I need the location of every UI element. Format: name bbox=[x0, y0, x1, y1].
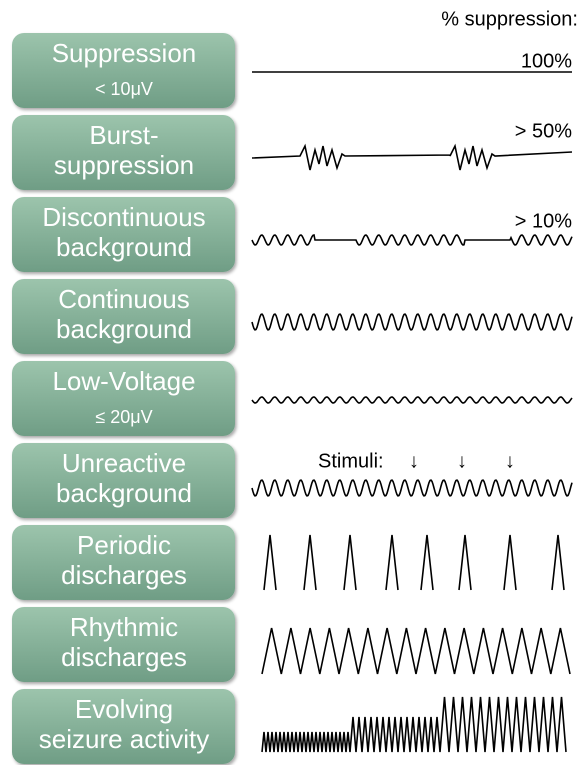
category-box bbox=[12, 607, 235, 682]
waveform bbox=[263, 534, 565, 591]
category-box bbox=[12, 361, 235, 436]
waveform bbox=[251, 479, 573, 497]
waveform bbox=[251, 396, 573, 404]
category-title: Discontinuous bbox=[42, 202, 205, 232]
category-box bbox=[12, 197, 235, 272]
waveform bbox=[251, 313, 573, 331]
category-box bbox=[12, 689, 235, 764]
category-subtitle: ≤ 20μV bbox=[95, 407, 152, 427]
header: % suppression: bbox=[441, 8, 578, 30]
category-subtitle: discharges bbox=[61, 560, 187, 590]
category-title: Continuous bbox=[58, 284, 190, 314]
stimulus-arrow: ↓ bbox=[409, 450, 419, 472]
category-title: Burst- bbox=[89, 120, 158, 150]
waveform bbox=[261, 696, 567, 753]
category-box bbox=[12, 33, 235, 108]
category-title: Rhythmic bbox=[70, 612, 178, 642]
waveform bbox=[261, 627, 571, 675]
suppression-note: > 10% bbox=[515, 210, 572, 232]
category-subtitle: suppression bbox=[54, 150, 194, 180]
category-subtitle: background bbox=[56, 232, 192, 262]
category-subtitle: background bbox=[56, 478, 192, 508]
category-box bbox=[12, 115, 235, 190]
category-subtitle: discharges bbox=[61, 642, 187, 672]
waveform bbox=[251, 233, 573, 246]
stimulus-arrow: ↓ bbox=[505, 450, 515, 472]
suppression-note: > 50% bbox=[515, 120, 572, 142]
category-subtitle: seizure activity bbox=[39, 724, 210, 754]
category-title: Unreactive bbox=[62, 448, 186, 478]
category-title: Suppression bbox=[52, 38, 197, 68]
suppression-note: 100% bbox=[521, 50, 572, 72]
category-box bbox=[12, 279, 235, 354]
stimulus-arrow: ↓ bbox=[457, 450, 467, 472]
stimuli-label: Stimuli: bbox=[318, 450, 384, 472]
waveform bbox=[251, 143, 573, 171]
category-box bbox=[12, 525, 235, 600]
waveforms bbox=[251, 71, 573, 753]
category-subtitle: < 10μV bbox=[95, 79, 153, 99]
category-title: Low-Voltage bbox=[52, 366, 195, 396]
category-title: Evolving bbox=[75, 694, 173, 724]
category-boxes: Suppression < 10μV Burst-suppression Discon… bbox=[12, 33, 235, 764]
category-subtitle: background bbox=[56, 314, 192, 344]
category-box bbox=[12, 443, 235, 518]
category-title: Periodic bbox=[77, 530, 171, 560]
